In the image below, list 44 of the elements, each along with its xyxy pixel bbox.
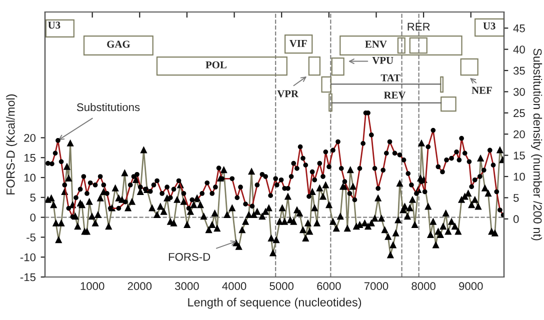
x-tick-label: 3000 xyxy=(175,282,199,290)
annotation: U3 xyxy=(48,22,60,29)
x-tick-label: 1000 xyxy=(80,282,104,290)
x-tick-label: 4000 xyxy=(222,282,246,290)
y2-axis-title: Substitution density (number /200 nt) xyxy=(531,48,542,240)
y-axis-title: FORS-D (Kcal/mol) xyxy=(6,94,18,194)
y-tick-label: -15 xyxy=(20,273,36,282)
x-tick-label: 2000 xyxy=(128,282,152,290)
annotation: REV xyxy=(384,92,406,99)
y-tick-label: 0 xyxy=(30,214,36,222)
annotation: U3 xyxy=(483,22,496,30)
y2-tick-label: 5 xyxy=(513,194,519,202)
annotation: RER xyxy=(408,22,430,31)
annotation: TAT xyxy=(380,74,400,82)
y-tick-label: -5 xyxy=(26,234,36,242)
x-tick-label: 9000 xyxy=(459,282,483,290)
y2-tick-label: 25 xyxy=(514,109,525,118)
annotation: VPU xyxy=(372,56,394,64)
y2-tick-label: 30 xyxy=(513,88,525,96)
y2-tick-label: 45 xyxy=(513,24,525,32)
y2-tick-label: 0 xyxy=(513,215,519,224)
y-tick-label: 5 xyxy=(30,194,36,202)
y-tick-label: -10 xyxy=(20,253,36,262)
annotation: VPR xyxy=(277,90,299,98)
y2-tick-label: 20 xyxy=(514,130,525,138)
y-tick-label: 20 xyxy=(24,134,36,142)
y2-tick-label: 35 xyxy=(513,66,525,75)
annotation: ENV xyxy=(365,40,387,48)
y-tick-label: 10 xyxy=(24,174,36,182)
annotation: NEF xyxy=(472,86,492,94)
annotation: FORS-D xyxy=(168,252,210,261)
x-tick-label: 7000 xyxy=(364,282,388,290)
annotation: Substitutions xyxy=(76,103,140,112)
y-tick-label: 15 xyxy=(24,154,36,162)
annotation: VIF xyxy=(290,40,307,47)
x-axis-title: Length of sequence (nucleotides) xyxy=(188,298,362,309)
annotation: POL xyxy=(206,61,226,68)
y2-tick-label: 40 xyxy=(513,46,525,54)
x-tick-label: 6000 xyxy=(317,282,341,290)
y2-tick-label: 10 xyxy=(514,172,525,181)
x-tick-label: 5000 xyxy=(270,282,294,290)
y2-tick-label: 15 xyxy=(514,152,525,160)
x-tick-label: 8000 xyxy=(412,282,436,290)
annotation: GAG xyxy=(107,40,130,48)
